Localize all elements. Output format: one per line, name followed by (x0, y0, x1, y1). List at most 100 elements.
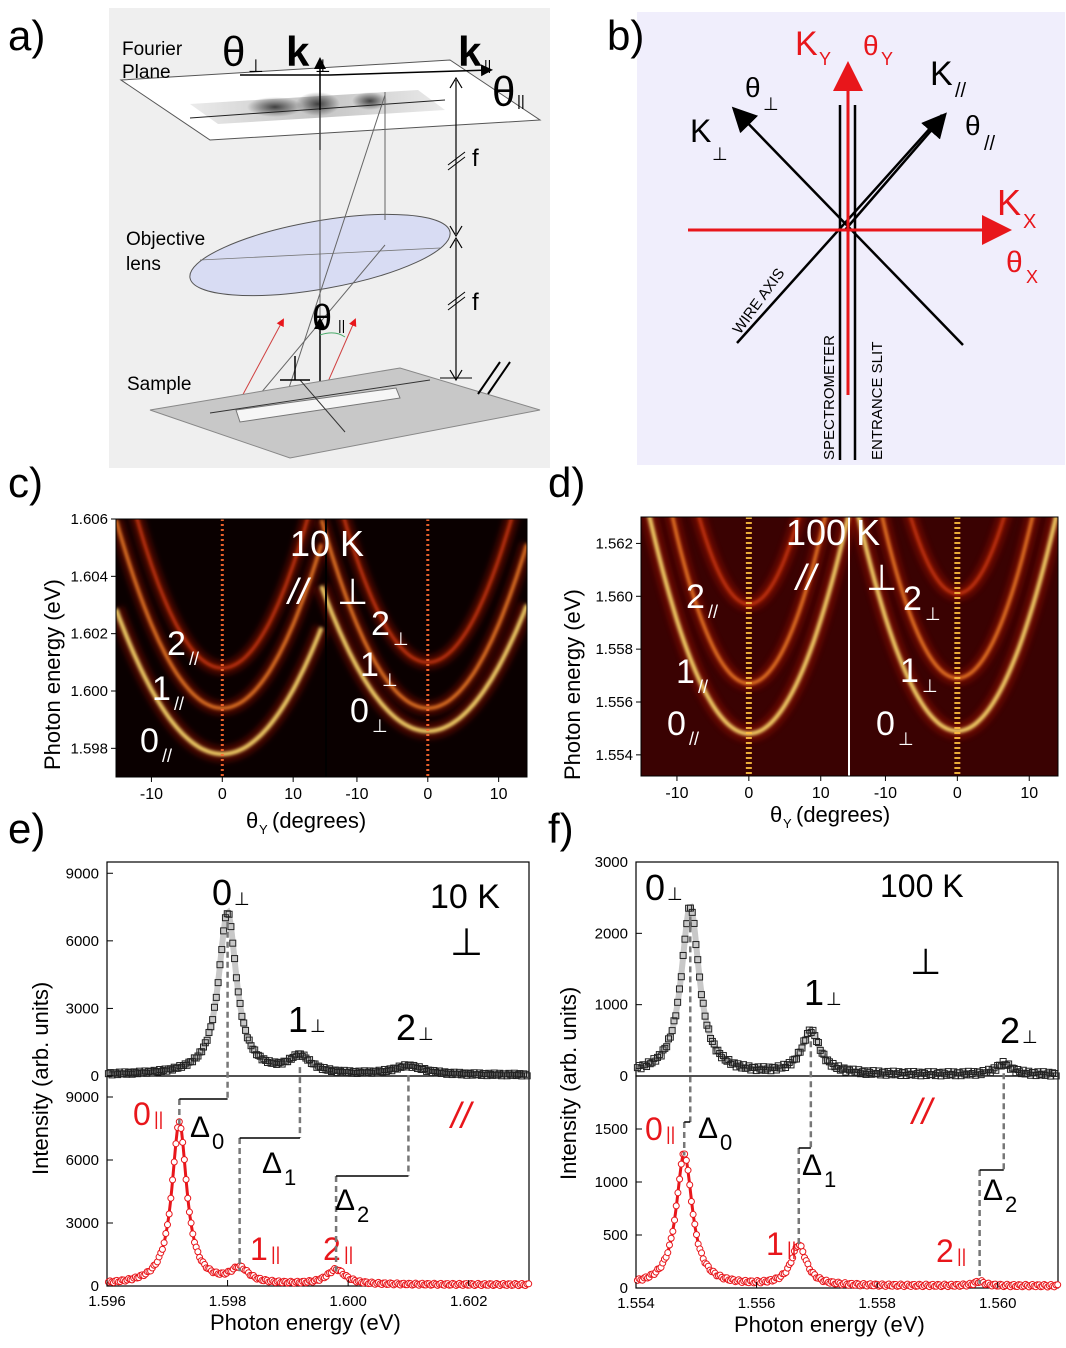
data-point-perp (510, 1069, 518, 1077)
peak-label-perp-sub: ⊥ (667, 884, 683, 904)
data-point-perp (189, 1058, 197, 1066)
x-tick-label: 10 (490, 786, 508, 803)
data-point-perp (240, 1019, 248, 1027)
data-point-perp (459, 1070, 467, 1078)
peak-label-perp-sub: ⊥ (310, 1016, 326, 1036)
data-point-perp (672, 1012, 680, 1020)
heatmap-d-mode-labels: 0//1//2//0 ⊥1 ⊥2 ⊥ (667, 578, 941, 749)
delta-label: Δ (190, 1111, 210, 1144)
y-tick-label: 9000 (66, 1089, 99, 1106)
mode-label-sub: ⊥ (393, 629, 409, 649)
data-point-perp (121, 1068, 129, 1076)
k-perp-sub: ⊥ (315, 56, 331, 76)
data-point-perp (696, 973, 704, 981)
data-point-perp (1045, 1068, 1053, 1076)
data-point-perp (694, 956, 702, 964)
mode-label: 0 (350, 692, 369, 730)
data-point-perp (661, 1044, 669, 1052)
data-point-perp (150, 1066, 158, 1074)
delta-label: Δ (802, 1149, 822, 1182)
data-point-perp (882, 1071, 890, 1079)
break-mark (447, 156, 466, 171)
data-point-perp (995, 1061, 1003, 1069)
data-point-perp (333, 1068, 341, 1076)
data-point-perp (434, 1069, 442, 1077)
mode-label-sub: // (698, 677, 708, 697)
data-point-perp (716, 1050, 724, 1058)
data-point-perp (501, 1070, 509, 1078)
data-point-perp (836, 1066, 844, 1074)
data-point-par (664, 1249, 672, 1257)
data-point-perp (104, 1070, 112, 1078)
data-point-perp (798, 1044, 806, 1052)
data-point-par (672, 1202, 680, 1210)
data-point-perp (209, 1016, 217, 1024)
data-point-perp (814, 1039, 822, 1047)
data-point-perp (364, 1068, 372, 1076)
data-point-perp (705, 1025, 713, 1033)
data-point-par (799, 1248, 807, 1256)
data-point-perp (666, 1033, 674, 1041)
y-tick-label: 1.558 (595, 641, 633, 658)
data-point-perp (324, 1066, 332, 1074)
data-point-perp (888, 1071, 896, 1079)
data-point-perp (338, 1069, 346, 1077)
y-tick-label: 0 (91, 1278, 99, 1295)
data-point-perp (681, 935, 689, 943)
peak-label-par-sub: || (154, 1109, 163, 1129)
data-point-perp (664, 1035, 672, 1043)
mode-label: 2 (903, 580, 922, 618)
data-point-perp (745, 1062, 753, 1070)
delta-label: Δ (698, 1112, 718, 1145)
peak-label-perp: 0 (212, 872, 232, 913)
x-tick-label: 1.556 (738, 1295, 776, 1312)
data-point-perp (875, 1067, 883, 1075)
data-point-perp (516, 1070, 524, 1078)
data-point-perp (366, 1067, 374, 1075)
data-point-perp (675, 985, 683, 993)
mode-label-sub: // (689, 729, 699, 749)
data-point-perp (351, 1067, 359, 1075)
data-point-perp (218, 946, 226, 954)
sample-label: Sample (127, 374, 191, 395)
x-tick-label: -10 (140, 786, 163, 803)
delta-label-sub: 1 (284, 1165, 296, 1190)
k-perp-sub: ⊥ (712, 144, 728, 164)
data-point-perp (276, 1058, 284, 1066)
heatmap-c-frame (115, 518, 528, 778)
data-point-perp (979, 1066, 987, 1074)
spectrum-e-par-mark: // (448, 1095, 475, 1136)
data-point-perp (198, 1048, 206, 1056)
data-point-par (689, 1210, 697, 1218)
dimension-arrowhead (449, 236, 463, 249)
y-tick-label: 1500 (595, 1121, 628, 1138)
y-tick-label: 2000 (595, 925, 628, 942)
data-point-perp (988, 1066, 996, 1074)
data-point-perp (340, 1066, 348, 1074)
data-point-perp (771, 1064, 779, 1072)
data-point-perp (997, 1062, 1005, 1070)
mode-label-sub: // (162, 746, 172, 766)
panel-b-background (637, 12, 1065, 465)
data-point-par (665, 1241, 673, 1249)
peak-label-perp-sub: ⊥ (234, 889, 250, 909)
data-point-par (167, 1194, 175, 1202)
data-point-par (691, 1220, 699, 1228)
mode-label: 0 (876, 705, 895, 743)
data-point-perp (335, 1066, 343, 1074)
delta-label-sub: 1 (824, 1167, 836, 1192)
data-point-par (169, 1176, 177, 1184)
data-point-perp (238, 1012, 246, 1020)
data-point-perp (181, 1060, 189, 1068)
data-point-perp (146, 1067, 154, 1075)
data-point-perp (503, 1072, 511, 1080)
mode-label: 2 (167, 625, 186, 663)
data-point-perp (216, 961, 224, 969)
peak-label-par: 0 (133, 1096, 151, 1132)
data-point-perp (686, 904, 694, 912)
peak-label-par: 1 (250, 1231, 268, 1267)
data-point-perp (692, 941, 700, 949)
data-point-perp (800, 1037, 808, 1045)
